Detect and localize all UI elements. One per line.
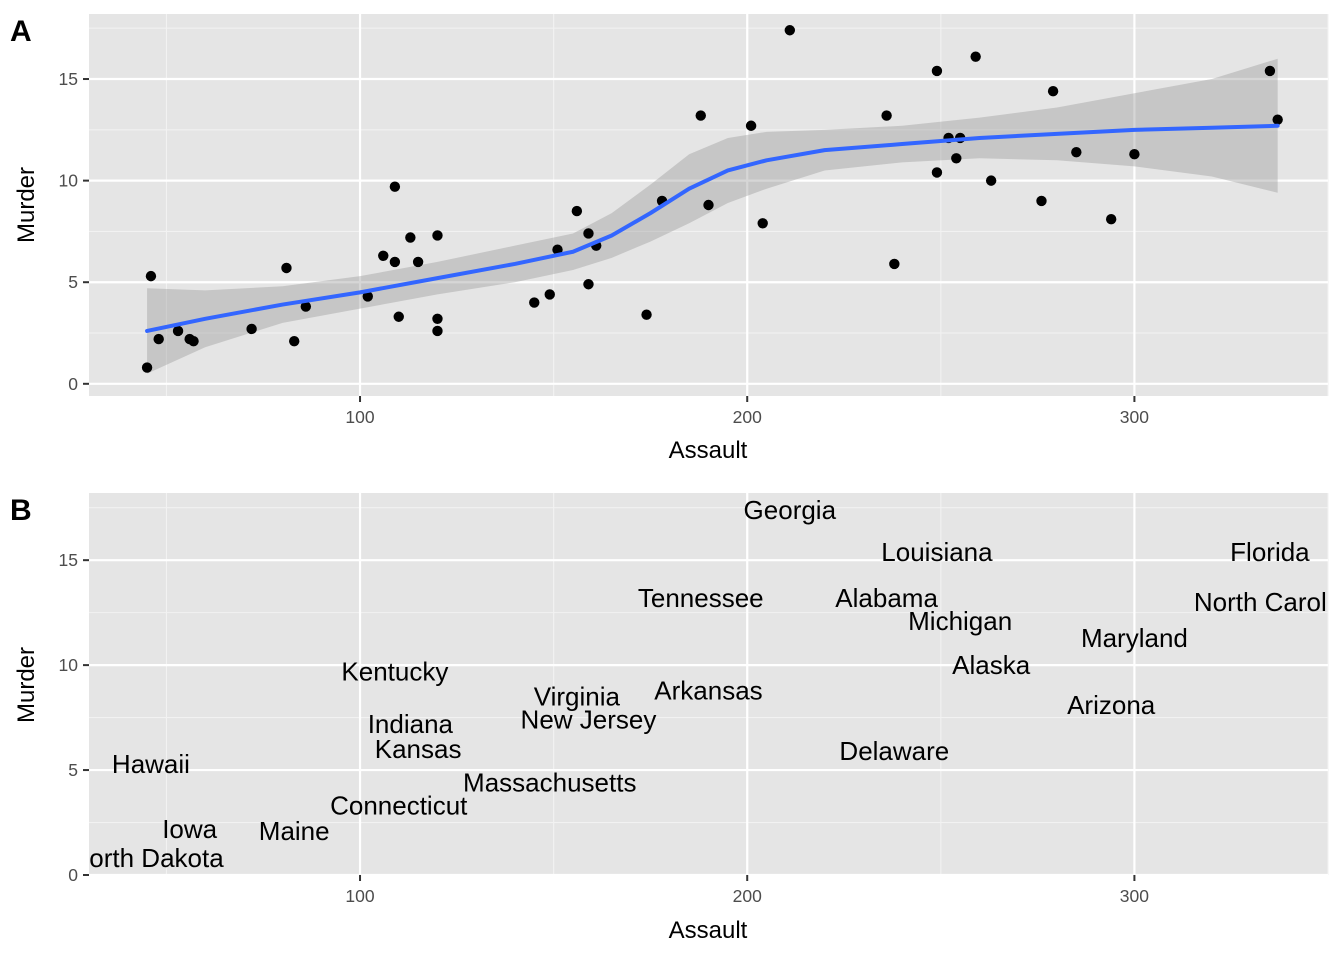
data-point [552, 244, 563, 255]
data-point [703, 199, 714, 211]
data-point [172, 325, 184, 337]
panel-b-y-axis-title: Murder [13, 647, 40, 723]
data-point [412, 256, 424, 268]
data-point [378, 250, 389, 261]
data-point [188, 335, 199, 347]
data-point [289, 335, 300, 347]
panel-a: A 100 200 300 0 5 10 15 Assault Murder [10, 14, 1329, 464]
panel-b: B Georgia Louisiana Florida Tennessee Alabam… [10, 493, 1344, 944]
data-point [1047, 86, 1059, 97]
data-point [432, 325, 443, 337]
panel-b-axes: 100 200 300 0 5 10 15 [59, 550, 1150, 906]
state-label: Arkansas [654, 675, 762, 705]
data-point [389, 256, 401, 268]
state-label: Kentucky [341, 656, 448, 686]
y-tick-label: 5 [68, 272, 78, 292]
data-point [246, 323, 257, 335]
x-tick-label: 200 [733, 407, 762, 427]
data-point [389, 181, 401, 192]
x-tick-label: 100 [345, 886, 374, 906]
smooth-line [145, 123, 1280, 333]
data-point [1036, 195, 1047, 207]
data-point [881, 110, 892, 121]
state-label: Maryland [1081, 623, 1188, 653]
data-point [931, 65, 943, 77]
data-point [1105, 214, 1117, 225]
state-label: Louisiana [881, 537, 993, 567]
y-tick-label: 0 [68, 865, 78, 885]
data-point [889, 258, 900, 270]
panel-a-plot-area [141, 25, 1283, 374]
panel-a-tag: A [10, 15, 32, 48]
x-tick-label: 300 [1120, 407, 1149, 427]
data-point [405, 232, 416, 243]
state-label: North Carolina [1194, 587, 1344, 617]
state-label: New Jersey [521, 705, 657, 735]
y-tick-label: 15 [59, 550, 78, 570]
data-point [745, 120, 757, 131]
data-point [300, 301, 312, 312]
data-point [931, 167, 943, 178]
state-label: Connecticut [330, 791, 468, 821]
y-tick-label: 0 [68, 374, 78, 394]
data-point [153, 333, 164, 345]
state-label: Kansas [375, 734, 462, 764]
data-point [695, 110, 706, 121]
state-label: Michigan [908, 606, 1012, 636]
state-label: Massachusetts [463, 768, 636, 798]
panel-b-grid [89, 493, 1329, 877]
x-tick-label: 300 [1120, 886, 1149, 906]
state-label: Arizona [1067, 690, 1156, 720]
data-point [985, 175, 997, 186]
state-label: Georgia [744, 495, 837, 525]
state-label: Tennessee [638, 583, 764, 613]
state-label: Alaska [952, 650, 1031, 680]
data-point [432, 230, 443, 241]
state-label: Hawaii [112, 749, 190, 779]
x-tick-label: 100 [345, 407, 374, 427]
y-tick-label: 5 [68, 760, 78, 780]
state-label: North Dakota [70, 843, 224, 873]
y-tick-label: 10 [59, 655, 79, 675]
data-point [1071, 146, 1082, 158]
data-point [145, 270, 157, 282]
panel-b-tag: B [10, 494, 32, 527]
data-point [970, 51, 981, 62]
state-label: Maine [259, 816, 330, 846]
state-label: Florida [1230, 537, 1310, 567]
data-point [951, 153, 962, 164]
panel-a-x-axis-title: Assault [669, 437, 748, 464]
state-label: Virginia [534, 682, 621, 712]
data-point [529, 297, 540, 308]
data-point [1272, 114, 1283, 125]
panel-b-plot-area: Georgia Louisiana Florida Tennessee Alabama N… [70, 495, 1344, 873]
data-point [571, 205, 583, 217]
panel-b-x-axis-title: Assault [669, 917, 748, 944]
x-tick-label: 200 [733, 886, 762, 906]
state-label: Alabama [835, 583, 938, 613]
data-point [544, 289, 555, 300]
y-tick-label: 15 [59, 69, 78, 89]
data-point [281, 262, 292, 274]
panel-a-axes: 100 200 300 0 5 10 15 [59, 69, 1150, 427]
state-label: Iowa [162, 814, 217, 844]
data-point [432, 313, 443, 324]
data-point [583, 279, 594, 290]
state-label: Indiana [368, 709, 454, 739]
panel-a-y-axis-title: Murder [13, 167, 40, 243]
data-point [784, 25, 796, 36]
data-point [583, 228, 594, 239]
panel-b-background [89, 493, 1328, 875]
data-point [141, 362, 153, 373]
state-label: Delaware [839, 736, 949, 766]
data-point [1264, 65, 1276, 77]
data-point [393, 311, 404, 322]
data-point [362, 291, 373, 302]
data-point [1129, 149, 1140, 160]
data-point [757, 218, 768, 229]
y-tick-label: 10 [59, 171, 79, 191]
data-point [641, 309, 652, 320]
